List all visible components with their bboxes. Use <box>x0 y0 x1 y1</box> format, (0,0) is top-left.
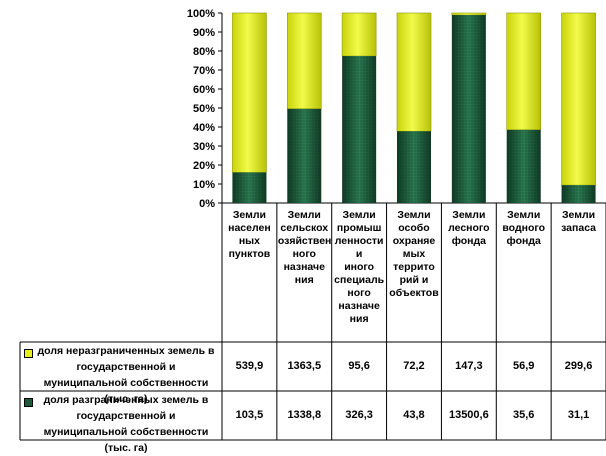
table-value-cell: 1338,8 <box>287 408 322 421</box>
table-value-cell: 95,6 <box>348 359 370 372</box>
bars <box>232 12 596 204</box>
table-value-cell: 56,9 <box>512 359 535 372</box>
bar-segment-unallocated <box>451 12 487 16</box>
table-value-cell: 72,2 <box>403 359 425 372</box>
legend-series-label: доля неразграниченных земель в государст… <box>37 345 215 405</box>
table-value-cell: 299,6 <box>564 359 593 372</box>
bar-segment-unallocated <box>506 12 542 131</box>
x-category-label: Земли населен ных пунктов <box>228 209 271 260</box>
legend-series-label: доля разграниченных земель в государстве… <box>43 394 209 454</box>
bar-segment-allocated-texture <box>232 172 267 203</box>
table-value-cell: 43,8 <box>403 408 425 421</box>
y-tick-label: 70% <box>193 65 215 77</box>
x-category-label: Земли водного фонда <box>502 209 546 247</box>
legend-key <box>24 398 33 407</box>
bar-segment-unallocated <box>341 12 377 57</box>
bar-segment-unallocated <box>396 12 432 132</box>
y-tick-label: 80% <box>193 46 215 58</box>
bar-segment-allocated-texture <box>287 108 322 203</box>
legend-key <box>24 349 33 358</box>
y-tick-label: 40% <box>193 122 215 134</box>
x-category-label: Земли лесного фонда <box>448 209 490 247</box>
table-value-cell: 35,6 <box>512 408 535 421</box>
bar-segment-allocated-texture <box>561 185 596 203</box>
y-tick-label: 60% <box>193 84 215 96</box>
y-tick-label: 30% <box>193 141 215 153</box>
bar-segment-unallocated <box>232 12 267 173</box>
table-value-cell: 539,9 <box>235 359 264 372</box>
stacked-percent-bar-chart: 0% 10% 20% 30% 40% 50% 60% 70% 80% 90% 100% <box>19 8 606 441</box>
y-axis: 0% 10% 20% 30% 40% 50% 60% 70% 80% 90% 100% <box>187 8 223 210</box>
table-value-cell: 103,5 <box>235 408 264 421</box>
table-grid <box>19 202 606 441</box>
y-tick-label: 50% <box>193 103 215 115</box>
x-category-label: Земли сельскох озяйствен ного назначе ни… <box>277 209 332 286</box>
y-tick-label: 90% <box>193 27 215 39</box>
table-value-cell: 1363,5 <box>287 359 322 372</box>
table-value-cell: 147,3 <box>455 359 483 372</box>
table-value-cell: 31,1 <box>567 408 590 421</box>
y-tick-label: 20% <box>193 160 215 172</box>
table-value-cell: 326,3 <box>345 408 373 421</box>
bar-segment-unallocated <box>286 12 322 110</box>
y-tick-label: 10% <box>193 179 215 191</box>
bar-segment-allocated-texture <box>397 131 431 203</box>
table-value-cell: 13500,6 <box>448 408 489 421</box>
bar-segment-allocated-texture <box>342 56 377 203</box>
x-category-label: Земли запаса <box>561 209 597 234</box>
x-category-label: Земли промыш ленности и иного специаль н… <box>334 209 385 325</box>
bar-segment-unallocated <box>561 12 596 186</box>
x-category-label: Земли особо охраняе мых террито рий и об… <box>389 209 439 299</box>
bar-segment-allocated-texture <box>451 15 486 204</box>
y-tick-label: 100% <box>187 8 215 20</box>
y-tick-label: 0% <box>199 198 215 210</box>
bar-segment-allocated-texture <box>506 129 541 203</box>
